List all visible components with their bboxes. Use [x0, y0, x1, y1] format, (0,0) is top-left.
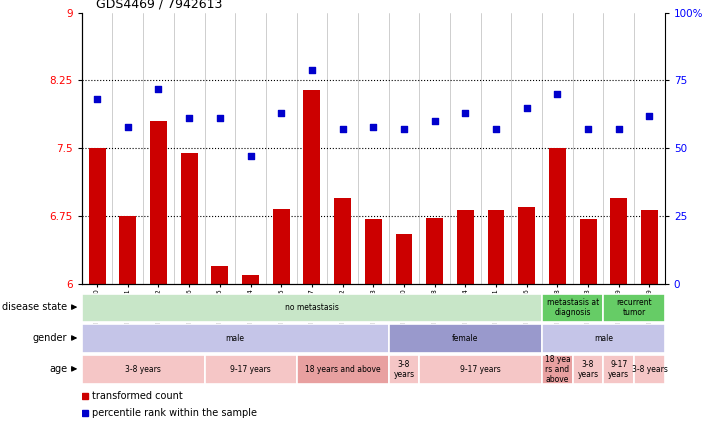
Bar — [389, 324, 542, 353]
Point — [92, 96, 103, 103]
Point — [521, 104, 533, 111]
Point — [368, 123, 379, 130]
Point — [459, 110, 471, 116]
Point — [429, 118, 440, 124]
Bar — [573, 355, 604, 384]
Point — [613, 126, 624, 133]
Text: male: male — [594, 334, 613, 343]
Bar — [273, 209, 289, 284]
Text: disease state: disease state — [2, 302, 67, 312]
Text: transformed count: transformed count — [92, 390, 183, 401]
Bar — [304, 90, 321, 284]
Point — [398, 126, 410, 133]
Bar — [395, 234, 412, 284]
Bar — [296, 355, 389, 384]
Text: 3-8
years: 3-8 years — [577, 360, 599, 379]
Bar — [488, 210, 505, 284]
Bar — [518, 207, 535, 284]
Bar — [542, 294, 604, 322]
Text: metastasis at
diagnosis: metastasis at diagnosis — [547, 298, 599, 317]
Bar — [549, 148, 566, 284]
Point — [643, 113, 655, 119]
Bar — [641, 210, 658, 284]
Text: 9-17 years: 9-17 years — [460, 365, 501, 374]
Bar — [119, 216, 137, 284]
Text: 9-17 years: 9-17 years — [230, 365, 271, 374]
Bar — [457, 210, 474, 284]
Text: recurrent
tumor: recurrent tumor — [616, 298, 652, 317]
Point — [582, 126, 594, 133]
Bar — [542, 324, 665, 353]
Bar — [334, 198, 351, 284]
Text: age: age — [49, 364, 67, 374]
Text: male: male — [225, 334, 245, 343]
Bar — [634, 355, 665, 384]
Text: percentile rank within the sample: percentile rank within the sample — [92, 409, 257, 418]
Bar — [610, 198, 627, 284]
Point — [122, 123, 134, 130]
Text: 9-17
years: 9-17 years — [608, 360, 629, 379]
Bar — [181, 153, 198, 284]
Text: 3-8 years: 3-8 years — [631, 365, 668, 374]
Bar — [604, 294, 665, 322]
Point — [183, 115, 195, 122]
Bar — [579, 219, 597, 284]
Bar — [82, 324, 389, 353]
Bar — [150, 121, 167, 284]
Point — [337, 126, 348, 133]
Bar — [89, 148, 105, 284]
Point — [306, 66, 318, 73]
Bar — [604, 355, 634, 384]
Bar — [82, 294, 542, 322]
Bar — [365, 219, 382, 284]
Bar — [82, 355, 205, 384]
Text: 18 years and above: 18 years and above — [305, 365, 380, 374]
Bar — [542, 355, 573, 384]
Text: 18 yea
rs and
above: 18 yea rs and above — [545, 355, 570, 384]
Text: gender: gender — [33, 333, 67, 343]
Point — [153, 85, 164, 92]
Bar — [242, 275, 259, 284]
Text: female: female — [452, 334, 479, 343]
Text: no metastasis: no metastasis — [285, 303, 339, 312]
Bar — [419, 355, 542, 384]
Bar — [205, 355, 296, 384]
Text: 3-8
years: 3-8 years — [393, 360, 415, 379]
Text: GDS4469 / 7942613: GDS4469 / 7942613 — [96, 0, 223, 11]
Text: 3-8 years: 3-8 years — [125, 365, 161, 374]
Point — [214, 115, 225, 122]
Bar — [389, 355, 419, 384]
Point — [245, 153, 256, 160]
Point — [552, 91, 563, 97]
Point — [491, 126, 502, 133]
Point — [276, 110, 287, 116]
Bar — [211, 266, 228, 284]
Bar — [426, 218, 443, 284]
